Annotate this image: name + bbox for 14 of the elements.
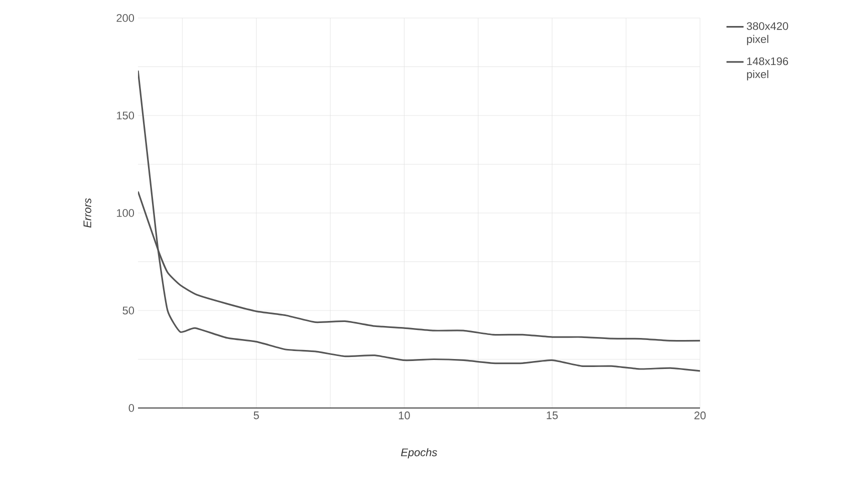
- x-tick-label: 10: [398, 412, 410, 420]
- y-tick-label: 150: [116, 112, 134, 120]
- x-axis-title: Epochs: [401, 448, 438, 458]
- legend-label: 148x196 pixel: [747, 57, 788, 80]
- y-tick-label: 200: [116, 14, 134, 22]
- x-tick-label: 15: [546, 412, 558, 420]
- y-tick-label: 0: [128, 404, 134, 412]
- y-tick-label: 100: [116, 209, 134, 217]
- x-tick-label: 5: [254, 412, 259, 420]
- x-tick-label: 20: [694, 412, 706, 420]
- legend-label: 380x420 pixel: [746, 22, 788, 46]
- line-series: [138, 70, 700, 372]
- y-tick-label: 50: [122, 306, 134, 314]
- y-axis-title: Errors: [84, 198, 92, 228]
